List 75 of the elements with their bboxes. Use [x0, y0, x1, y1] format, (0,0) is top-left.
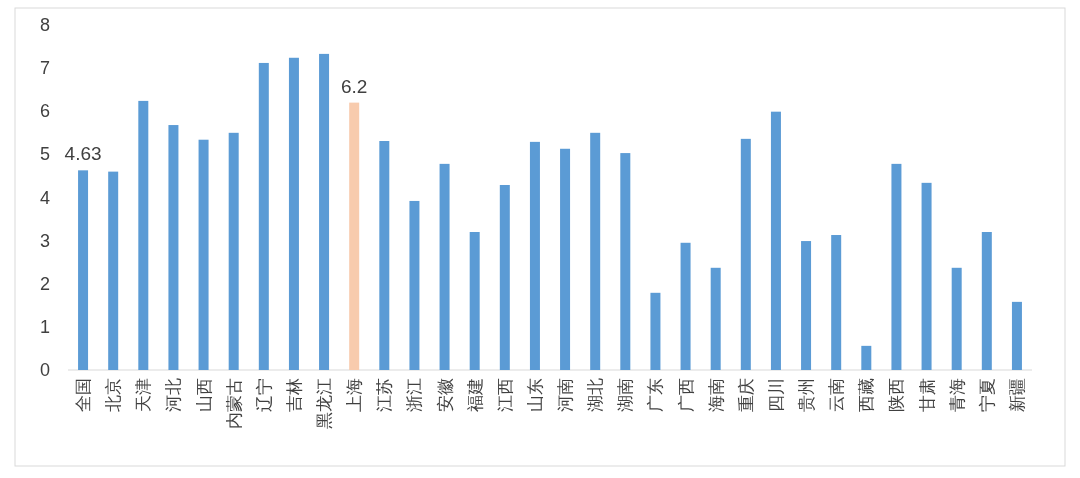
bar — [740, 138, 751, 370]
x-tick-label: 浙江 — [405, 378, 425, 412]
bar — [1011, 301, 1022, 370]
x-tick-label: 西藏 — [857, 378, 877, 412]
bar — [499, 184, 510, 370]
x-tick-label: 广西 — [676, 378, 696, 412]
bar — [981, 232, 992, 370]
bar — [951, 267, 962, 370]
x-tick-label: 新疆 — [1007, 378, 1027, 412]
y-tick-label: 4 — [39, 187, 50, 208]
bar — [409, 200, 420, 370]
x-tick-label: 山西 — [194, 378, 214, 412]
bar — [228, 132, 239, 370]
y-tick-label: 8 — [39, 15, 50, 35]
bar — [650, 292, 661, 370]
x-tick-label: 河北 — [164, 378, 184, 412]
bar — [349, 102, 360, 370]
bar — [590, 132, 601, 370]
x-tick-label: 甘肃 — [917, 378, 937, 412]
bar — [319, 53, 330, 370]
x-tick-label: 海南 — [706, 378, 726, 412]
x-tick-label: 河南 — [556, 378, 576, 412]
bar — [620, 153, 631, 370]
y-tick-label: 3 — [39, 230, 50, 251]
bar — [288, 57, 299, 370]
x-tick-label: 湖南 — [616, 378, 636, 412]
x-tick-label: 贵州 — [797, 378, 817, 412]
x-tick-label: 内蒙古 — [224, 378, 244, 429]
x-tick-label: 四川 — [766, 378, 786, 412]
x-tick-label: 江苏 — [375, 378, 395, 412]
x-tick-label: 云南 — [827, 378, 847, 412]
y-tick-label: 0 — [39, 360, 50, 380]
bar — [770, 111, 781, 370]
y-tick-label: 6 — [39, 101, 50, 122]
x-tick-label: 青海 — [947, 378, 967, 412]
bar — [529, 141, 540, 370]
bar — [680, 242, 691, 370]
x-tick-label: 江西 — [495, 378, 515, 412]
bar — [921, 182, 932, 370]
y-tick-label: 2 — [39, 273, 50, 294]
bar — [78, 170, 89, 370]
bar — [138, 100, 149, 370]
x-tick-label: 吉林 — [284, 378, 304, 412]
y-tick-label: 5 — [39, 144, 50, 165]
x-tick-label: 黑龙江 — [315, 378, 335, 429]
x-tick-label: 重庆 — [736, 378, 756, 412]
x-tick-label: 全国 — [74, 378, 94, 412]
bar — [861, 345, 872, 370]
x-tick-label: 辽宁 — [254, 378, 274, 412]
x-tick-label: 安徽 — [435, 378, 455, 412]
bar — [801, 241, 812, 370]
x-tick-label: 天津 — [134, 378, 154, 412]
bar — [560, 148, 571, 370]
x-tick-label: 广东 — [646, 378, 666, 412]
y-tick-label: 7 — [39, 58, 50, 79]
x-tick-label: 山东 — [525, 378, 545, 412]
bar — [168, 125, 179, 370]
bar — [108, 171, 119, 370]
bar — [710, 267, 721, 370]
data-label: 6.2 — [340, 75, 368, 97]
x-tick-label: 上海 — [345, 378, 365, 412]
x-tick-label: 北京 — [104, 378, 124, 412]
x-tick-label: 湖北 — [586, 378, 606, 412]
bar — [258, 62, 269, 370]
bar — [439, 163, 450, 370]
x-tick-label: 宁夏 — [977, 378, 997, 412]
bar — [891, 163, 902, 370]
data-label: 4.63 — [64, 143, 102, 165]
bar — [379, 141, 390, 370]
bar — [198, 139, 209, 370]
bar — [469, 232, 480, 370]
y-tick-label: 1 — [39, 316, 50, 337]
x-tick-label: 陕西 — [887, 378, 907, 412]
bar — [831, 235, 842, 370]
x-tick-label: 福建 — [465, 378, 485, 412]
